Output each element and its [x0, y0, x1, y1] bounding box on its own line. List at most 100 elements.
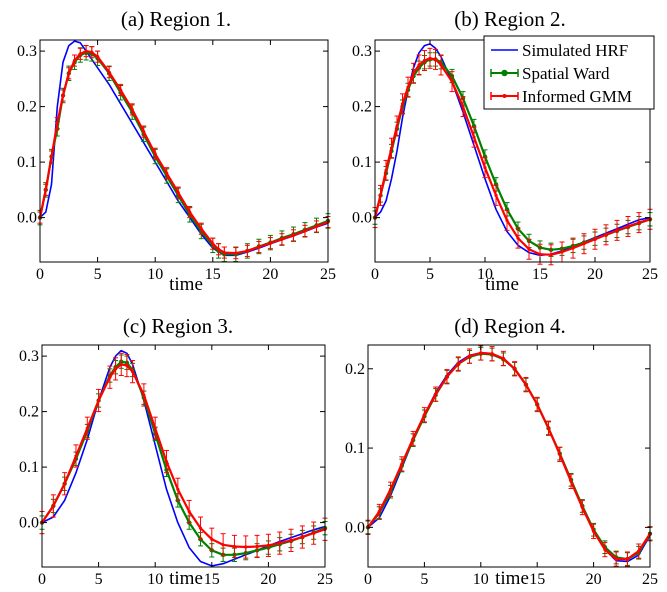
panel-a-gmm-errorbar: [216, 243, 222, 256]
panel-c-gmm-point: [266, 543, 270, 547]
panel-c-gmm-errorbar: [141, 383, 147, 407]
panel-d-ward-line: [367, 352, 651, 561]
panel-a-gmm-point: [96, 55, 100, 59]
panel-d-xtick-label: 15: [529, 571, 545, 588]
panel-c-gmm-errorbar: [231, 534, 237, 559]
panel-a-gmm-errorbar: [54, 117, 60, 130]
panel-b-gmm-errorbar: [383, 159, 389, 181]
panel-a-gmm-point: [72, 58, 77, 63]
panel-a-xtick-label: 10: [147, 266, 163, 283]
panel-b-gmm-point: [582, 242, 586, 246]
panel-b-gmm-point: [626, 224, 630, 229]
panel-d-gmm-errorbar: [467, 348, 473, 364]
panel-b-gmm-point: [417, 63, 421, 67]
panel-d-gmm-point: [603, 547, 607, 552]
panel-d-gmm-point: [445, 375, 449, 379]
panel-a-gmm-errorbar: [233, 247, 239, 260]
panel-b-xtick-label: 15: [532, 266, 548, 283]
panel-a-gmm-point: [216, 247, 221, 251]
panel-d-gmm-point: [513, 367, 517, 371]
panel-b-gmm-errorbar: [482, 157, 488, 179]
panel-c-gmm-point: [113, 367, 118, 371]
panel-d-gmm-point: [501, 356, 505, 361]
panel-a-gmm-errorbar: [95, 50, 101, 63]
panel-a-gmm-errorbar: [198, 222, 204, 235]
panel-c-series-simulated: [41, 349, 326, 567]
panel-a: (a) Region 1. time 0 5 10 15 20 25 0.0 0.1 0.2 0.…: [17, 7, 336, 295]
legend-simulated-label: Simulated HRF: [522, 41, 628, 60]
panel-d-gmm-errorbar: [388, 481, 394, 497]
panel-c-gmm-errorbar: [84, 416, 90, 440]
panel-b-gmm-errorbar: [636, 212, 642, 234]
panel-d-ytick-label: 0.1: [345, 440, 365, 457]
panel-b-series-gmm: [372, 47, 653, 266]
panel-a-gmm-errorbar: [43, 183, 49, 196]
panel-a-gmm-errorbar: [49, 150, 55, 163]
panel-b-gmm-errorbar: [460, 96, 466, 118]
panel-c-ytick-label: 0.0: [19, 515, 39, 532]
panel-a-gmm-point: [280, 237, 284, 241]
panel-d-gmm-errorbar: [557, 446, 563, 463]
panel-d-gmm-point: [411, 436, 415, 441]
panel-a-series-simulated: [39, 40, 329, 257]
panel-a-xtick-label: 0: [36, 266, 44, 283]
panel-b-gmm-point: [516, 236, 520, 240]
panel-a-xtick-label: 15: [205, 266, 221, 283]
panel-b-gmm-errorbar: [378, 184, 383, 206]
panel-d-gmm-point: [569, 479, 573, 483]
panel-d-xtick-label: 20: [586, 571, 602, 588]
panel-b-xtick-label: 5: [426, 266, 434, 283]
panel-c-gmm-point: [232, 544, 237, 549]
panel-a-gmm-point: [61, 93, 65, 98]
panel-d-gmm-point: [456, 362, 460, 366]
panel-b-gmm-point: [411, 71, 416, 75]
panel-d-gmm-errorbar: [410, 430, 416, 447]
panel-b-ytick-label: 0.3: [352, 43, 372, 60]
panel-c-series-gmm: [39, 352, 328, 559]
panel-b-gmm-errorbar: [493, 184, 499, 206]
panel-c-gmm-errorbar: [265, 533, 271, 557]
panel-c-gmm-errorbar: [107, 365, 113, 389]
panel-b-gmm-point: [505, 218, 509, 222]
panel-d-title: (d) Region 4.: [454, 314, 565, 338]
panel-c-gmm-point: [278, 541, 282, 545]
panel-c-gmm-errorbar: [164, 449, 170, 474]
panel-d-gmm-errorbar: [602, 541, 608, 558]
panel-c-gmm-errorbar: [243, 535, 249, 559]
panel-a-series-gmm: [37, 45, 331, 260]
panel-c-gmm-errorbar: [130, 360, 136, 384]
panel-b-gmm-errorbar: [504, 209, 510, 231]
legend-gmm-swatch: [490, 92, 519, 100]
panel-b-gmm-errorbar: [614, 219, 620, 241]
panel-d-gmm-errorbar: [624, 551, 630, 567]
panel-a-gmm-point: [67, 71, 71, 75]
panel-a-gmm-point: [234, 251, 238, 255]
panel-b-gmm-errorbar: [526, 238, 532, 260]
panel-a-xtick-label: 20: [262, 266, 278, 283]
panel-d-gmm-point: [400, 462, 404, 466]
panel-b-gmm-point: [604, 233, 608, 237]
panel-b-ytick-label: 0.2: [352, 99, 372, 116]
panel-b-gmm-errorbar: [422, 50, 427, 72]
panel-a-ytick-label: 0.0: [17, 210, 37, 227]
panel-a-gmm-point: [165, 171, 169, 175]
panel-d-gmm-point: [535, 402, 539, 407]
panel-d-gmm-errorbar: [636, 543, 642, 559]
panel-c-gmm-errorbar: [299, 525, 305, 549]
panel-a-gmm-point: [245, 249, 249, 253]
panel-a-gmm-errorbar: [244, 244, 250, 257]
panel-a-gmm-errorbar: [267, 237, 273, 250]
panel-c-gmm-errorbar: [73, 444, 79, 468]
panel-c-gmm-errorbar: [96, 388, 102, 413]
panel-b-gmm-errorbar: [559, 241, 565, 263]
panel-d-gmm-errorbar: [568, 473, 574, 490]
panel-c-gmm-point: [210, 537, 214, 541]
panel-c-gmm-point: [244, 545, 248, 549]
panel-c-gmm-errorbar: [254, 534, 260, 559]
panel-d-gmm-errorbar: [444, 369, 450, 385]
panel-c-gmm-point: [108, 375, 112, 379]
panel-c-gmm-errorbar: [186, 499, 192, 524]
panel-d-xlabel: time: [495, 568, 529, 589]
panel-b-gmm-point: [406, 85, 410, 89]
panel-d-ytick-label: 0.0: [345, 519, 365, 536]
